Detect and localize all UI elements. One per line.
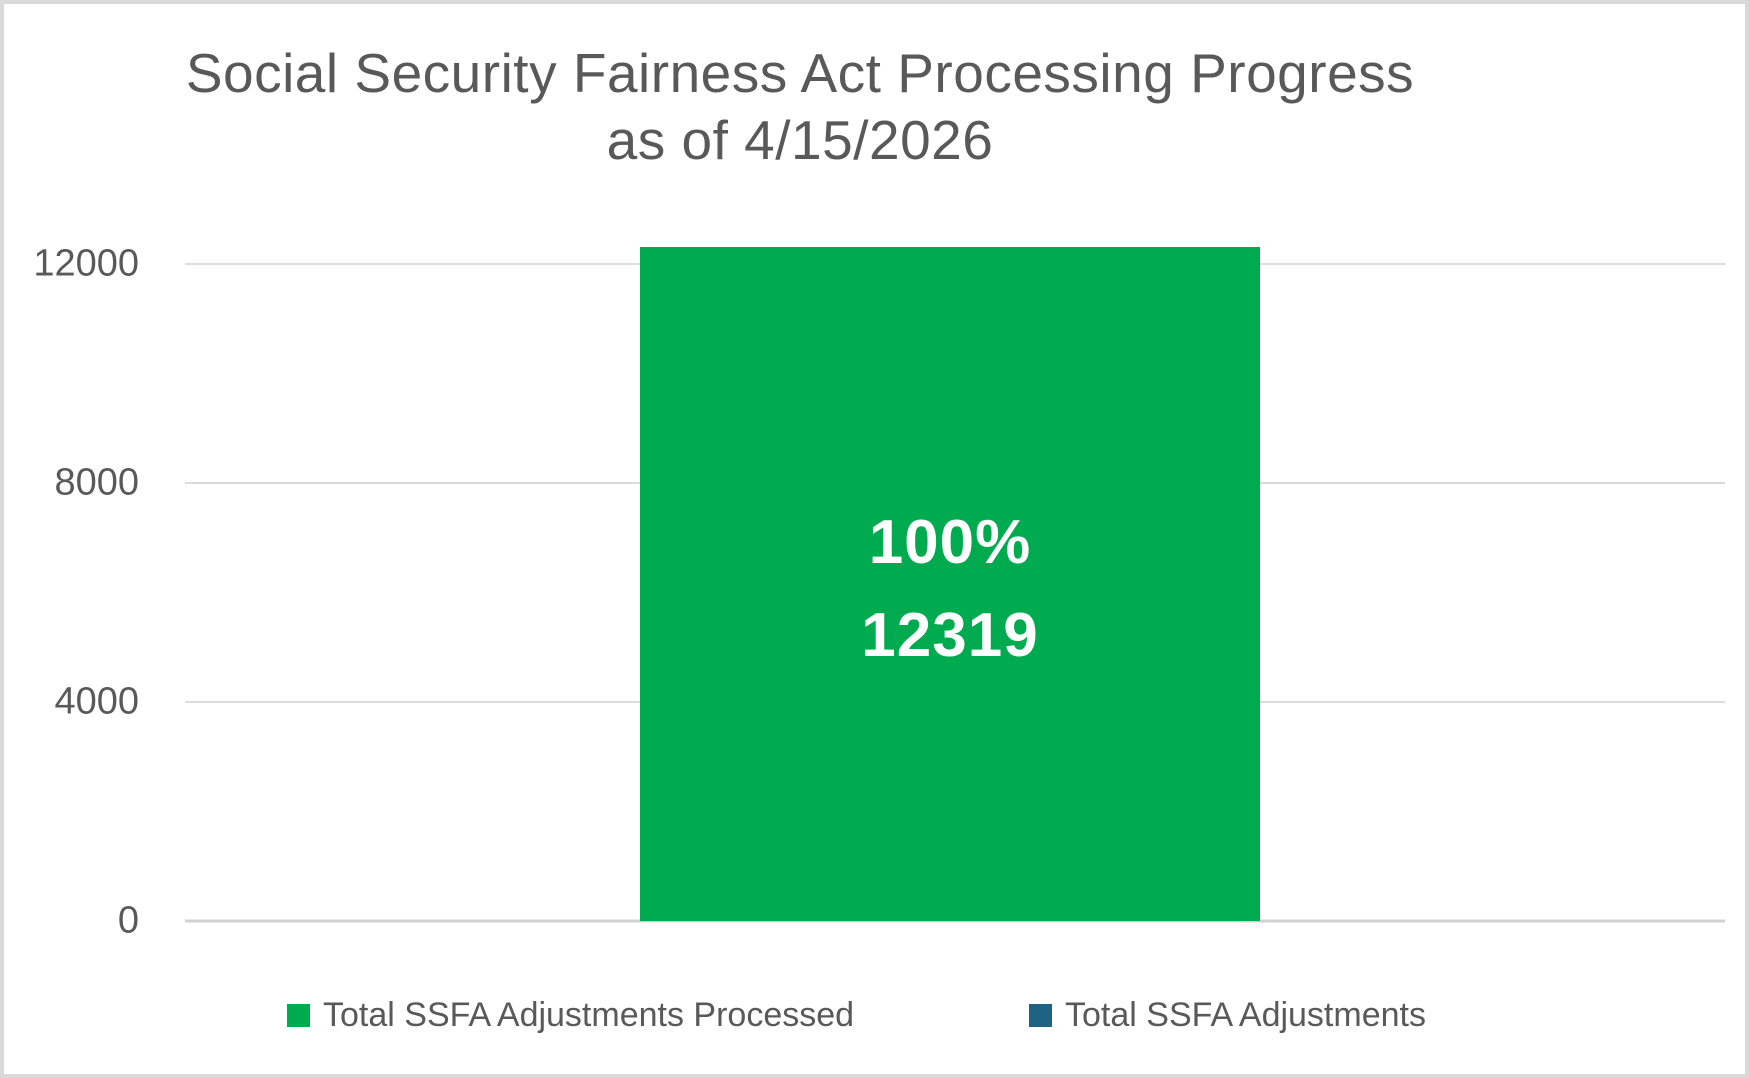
bar-data-label-count: 12319 (861, 601, 1039, 670)
y-tick-label-12000: 12000 (33, 242, 139, 285)
chart-title: Social Security Fairness Act Processing … (4, 40, 1596, 174)
chart-title-line2: as of 4/15/2026 (606, 109, 994, 171)
y-tick-label-4000: 4000 (54, 680, 139, 723)
legend-item-total: Total SSFA Adjustments (1029, 996, 1426, 1035)
legend-label-processed: Total SSFA Adjustments Processed (323, 996, 855, 1034)
legend-swatch-blue (1029, 1004, 1052, 1027)
gridline-0 (185, 919, 1725, 923)
bar-total-ssfa-adjustments-processed (640, 247, 1260, 921)
legend-swatch-green (287, 1004, 310, 1027)
chart-title-line1: Social Security Fairness Act Processing … (185, 42, 1415, 104)
bar-data-label: 100% 12319 (640, 496, 1260, 682)
y-tick-label-8000: 8000 (54, 461, 139, 504)
legend-label-total: Total SSFA Adjustments (1065, 996, 1426, 1034)
y-tick-label-0: 0 (117, 899, 139, 942)
legend-item-processed: Total SSFA Adjustments Processed (287, 996, 854, 1035)
bar-data-label-percent: 100% (868, 508, 1032, 577)
plot-area: 100% 12319 0 4000 8000 12000 (33, 243, 1725, 942)
